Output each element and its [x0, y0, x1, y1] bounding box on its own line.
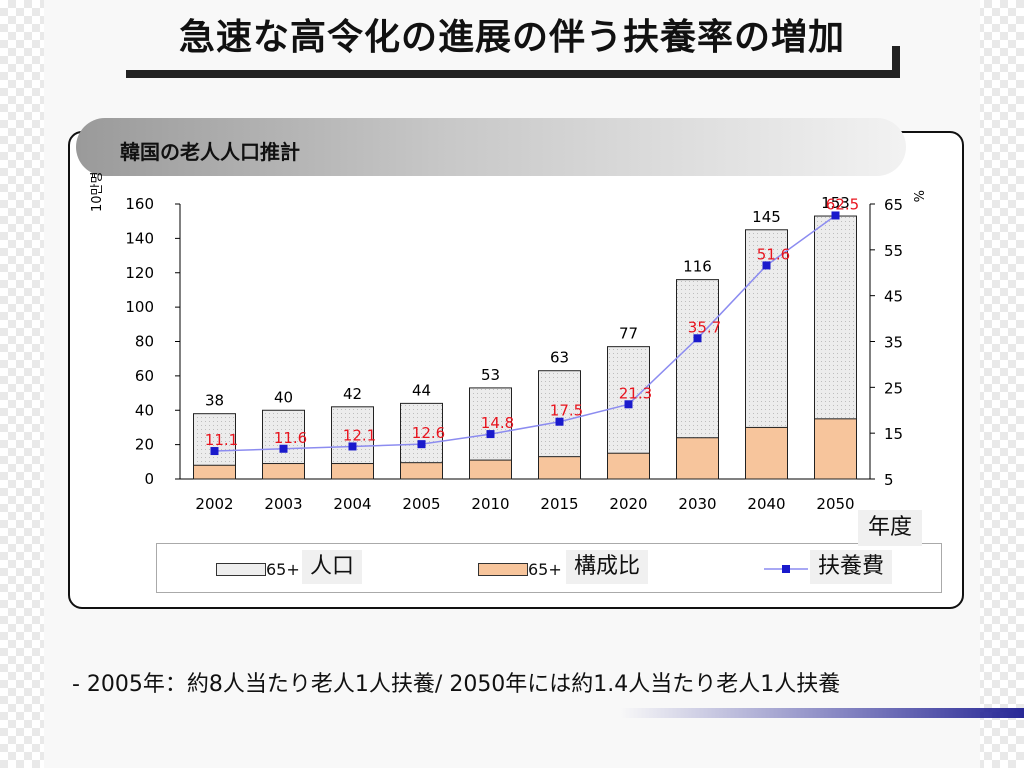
- footnote: - 2005年：約8人当たり老人1人扶養/ 2050年には約1.4人当たり老人1…: [72, 672, 841, 697]
- accent-bar: [620, 708, 1024, 718]
- bar-value-label: 42: [343, 385, 362, 403]
- bar-ratio: [400, 462, 443, 480]
- y-right-tick-label: 25: [884, 379, 903, 397]
- y-right-tick-label: 65: [884, 196, 903, 214]
- legend-label-ratio: 構成比: [566, 550, 649, 584]
- point-label-dependency: 17.5: [550, 402, 583, 420]
- point-label-dependency: 11.6: [274, 429, 307, 447]
- point-dependency: [624, 400, 633, 409]
- x-tick-label: 2015: [540, 495, 578, 513]
- point-dependency: [693, 334, 702, 343]
- x-tick-label: 2020: [609, 495, 647, 513]
- x-tick-label: 2050: [816, 495, 854, 513]
- point-dependency: [762, 261, 771, 270]
- point-label-dependency: 14.8: [481, 414, 514, 432]
- x-tick-label: 2040: [747, 495, 785, 513]
- legend-swatch-ratio: [478, 563, 528, 576]
- point-label-dependency: 62.5: [826, 195, 859, 213]
- y-left-tick-label: 20: [135, 436, 154, 454]
- point-dependency: [210, 447, 219, 456]
- bar-ratio: [538, 456, 581, 480]
- point-label-dependency: 21.3: [619, 384, 652, 402]
- y-left-tick-label: 80: [135, 333, 154, 351]
- x-tick-label: 2010: [471, 495, 509, 513]
- slide-title: 急速な高令化の進展の伴う扶養率の増加: [178, 17, 845, 58]
- point-dependency: [831, 211, 840, 220]
- point-dependency: [279, 444, 288, 453]
- x-tick-label: 2002: [195, 495, 233, 513]
- bar-value-label: 38: [205, 392, 224, 410]
- y-left-tick-label: 40: [135, 401, 154, 419]
- point-label-dependency: 35.7: [688, 318, 721, 336]
- legend-label-dependency: 扶養費: [810, 550, 893, 584]
- title-underline: [126, 70, 900, 78]
- point-label-dependency: 12.6: [412, 424, 445, 442]
- y-right-tick-label: 55: [884, 242, 903, 260]
- y-left-axis-label: 10만명: [90, 172, 105, 212]
- bar-ratio: [745, 426, 788, 480]
- y-right-tick-label: 45: [884, 288, 903, 306]
- bar-value-label: 53: [481, 366, 500, 384]
- x-tick-label: 2004: [333, 495, 371, 513]
- y-left-tick-label: 60: [135, 367, 154, 385]
- y-left-tick-label: 100: [125, 298, 154, 316]
- legend-code-ratio: 65+: [528, 560, 562, 579]
- bar-value-label: 153: [821, 194, 850, 212]
- bar-value-label: 77: [619, 325, 638, 343]
- y-left-tick-label: 140: [125, 229, 154, 247]
- chart-banner: [76, 118, 906, 176]
- y-right-axis-label: %: [910, 190, 925, 202]
- point-label-dependency: 12.1: [343, 426, 376, 444]
- x-tick-label: 2005: [402, 495, 440, 513]
- chart-banner-title: 韓国の老人人口推計: [120, 140, 300, 164]
- bar-value-label: 63: [550, 349, 569, 367]
- point-label-dependency: 11.1: [205, 431, 238, 449]
- bar-ratio: [331, 463, 374, 480]
- point-dependency: [555, 417, 564, 426]
- bar-value-label: 116: [683, 258, 712, 276]
- bar-value-label: 145: [752, 208, 781, 226]
- bar-ratio: [607, 452, 650, 480]
- y-right-tick-label: 5: [884, 471, 894, 489]
- point-label-dependency: 51.6: [757, 245, 790, 263]
- x-axis-title: 年度: [858, 510, 923, 546]
- x-tick-label: 2030: [678, 495, 716, 513]
- bar-ratio: [814, 418, 857, 480]
- legend-label-population: 人口: [302, 550, 363, 584]
- bar-value-label: 44: [412, 381, 431, 399]
- y-right-tick-label: 35: [884, 334, 903, 352]
- title-underline-tick: [892, 46, 900, 78]
- bar-ratio: [193, 464, 236, 480]
- y-left-tick-label: 120: [125, 264, 154, 282]
- bar-ratio: [469, 459, 512, 480]
- bar-ratio: [676, 437, 719, 480]
- line-dependency: [214, 214, 836, 452]
- bar-ratio: [262, 463, 305, 480]
- point-dependency: [348, 442, 357, 451]
- y-left-tick-label: 0: [144, 470, 154, 488]
- legend-swatch-population: [216, 563, 266, 576]
- point-dependency: [486, 430, 495, 439]
- legend-code-population: 65+: [266, 560, 300, 579]
- point-dependency: [417, 440, 426, 449]
- y-left-tick-label: 160: [125, 195, 154, 213]
- x-tick-label: 2003: [264, 495, 302, 513]
- y-right-tick-label: 15: [884, 425, 903, 443]
- bar-value-label: 40: [274, 388, 293, 406]
- legend-line-marker: [764, 565, 808, 573]
